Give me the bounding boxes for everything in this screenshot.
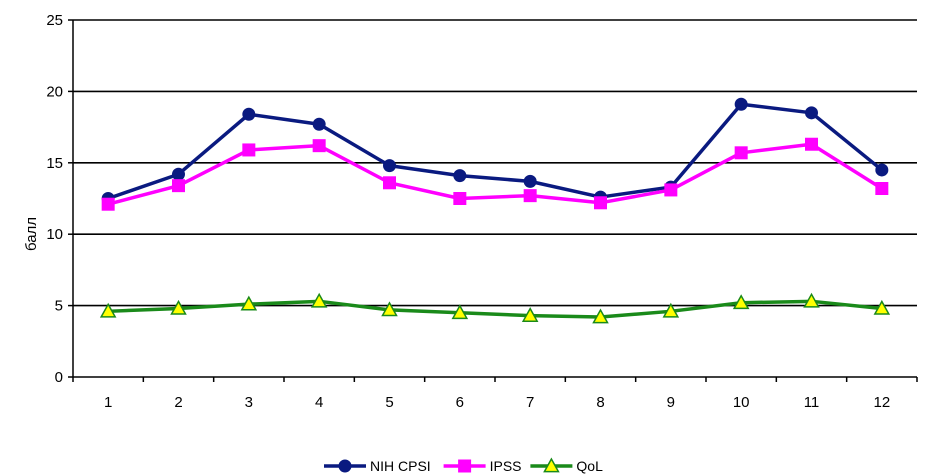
- axes: [68, 19, 918, 382]
- data-point: [521, 307, 539, 322]
- data-point: [734, 146, 748, 160]
- legend-item: NIH CPSI: [324, 458, 431, 474]
- data-point: [805, 106, 818, 120]
- legend: NIH CPSI IPSS QoL: [324, 457, 603, 474]
- data-point: [453, 169, 467, 183]
- x-tick-label: 4: [315, 394, 323, 411]
- data-point: [99, 302, 117, 318]
- y-tick-label: 20: [46, 83, 63, 100]
- data-point: [594, 196, 607, 210]
- y-tick-label: 10: [46, 226, 63, 243]
- gridlines: [73, 19, 917, 307]
- data-point: [310, 292, 328, 308]
- data-point: [383, 176, 396, 190]
- data-point: [662, 302, 680, 318]
- x-tick-label: 8: [596, 394, 604, 411]
- data-point: [312, 139, 326, 153]
- y-tick-labels: 0 5 10 15 20 25: [46, 12, 63, 386]
- data-point: [383, 159, 396, 173]
- x-tick-label: 5: [385, 394, 393, 411]
- data-point: [451, 304, 469, 320]
- legend-marker: [458, 459, 472, 473]
- data-point: [805, 137, 818, 151]
- data-point: [803, 292, 820, 308]
- legend-label: NIH CPSI: [370, 458, 431, 474]
- data-series: [99, 97, 891, 324]
- x-tick-label: 9: [667, 394, 675, 411]
- x-tick-label: 1: [104, 394, 112, 411]
- series-qol: [99, 292, 891, 324]
- data-point: [453, 192, 467, 205]
- x-tick-label: 7: [526, 394, 534, 411]
- series-line: [107, 102, 883, 201]
- legend-label: QoL: [576, 458, 603, 474]
- data-point: [523, 189, 537, 203]
- x-tick-label: 6: [456, 394, 464, 411]
- data-point: [873, 299, 891, 315]
- data-point: [664, 183, 678, 197]
- data-point: [732, 294, 750, 310]
- x-tick-label: 11: [804, 394, 820, 411]
- data-point: [101, 197, 115, 211]
- data-point: [592, 308, 609, 324]
- data-point: [875, 182, 889, 196]
- x-tick-label: 10: [733, 394, 750, 411]
- x-tick-label: 2: [174, 394, 182, 411]
- data-point: [172, 179, 185, 193]
- x-tick-label: 3: [245, 394, 253, 411]
- legend-item: IPSS: [443, 458, 522, 474]
- data-point: [172, 167, 185, 181]
- legend-item: QoL: [530, 457, 603, 474]
- y-tick-label: 0: [55, 369, 63, 386]
- legend-marker: [338, 459, 352, 473]
- y-tick-label: 15: [46, 155, 63, 172]
- data-point: [875, 163, 889, 177]
- series-line: [107, 142, 883, 206]
- series-ipss: [101, 137, 889, 211]
- data-point: [242, 107, 256, 121]
- y-tick-label: 5: [55, 298, 63, 315]
- x-tick-label: 12: [873, 394, 890, 411]
- data-point: [170, 299, 187, 315]
- y-axis-title: балл: [23, 217, 40, 251]
- y-tick-label: 25: [46, 12, 63, 29]
- data-point: [523, 174, 537, 188]
- legend-marker: [543, 457, 560, 473]
- data-point: [312, 117, 326, 131]
- data-point: [381, 301, 398, 317]
- legend-label: IPSS: [490, 458, 522, 474]
- series-line: [108, 299, 883, 319]
- data-point: [240, 295, 258, 311]
- x-tick-labels: 1 2 3 4 5 6 7 8 9 10 11 12: [104, 394, 890, 411]
- series-nih-cpsi: [101, 97, 889, 205]
- data-point: [242, 143, 256, 157]
- data-point: [734, 97, 748, 111]
